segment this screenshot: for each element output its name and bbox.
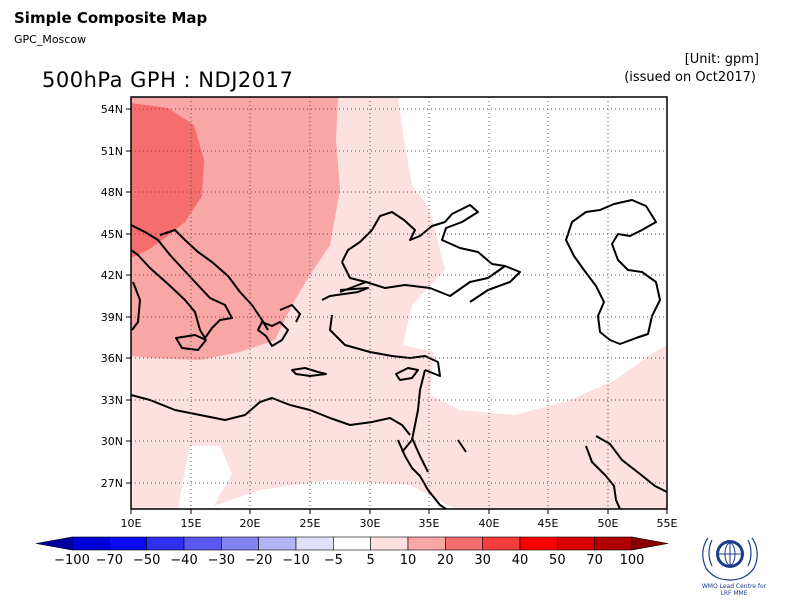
colorbar-label: 5 <box>367 553 375 568</box>
sardinia <box>131 281 141 331</box>
graticule <box>131 97 667 509</box>
x-tick-label: 40E <box>479 517 500 530</box>
cyprus <box>395 367 419 381</box>
colorbar-cell <box>71 536 110 551</box>
sicily <box>175 334 207 351</box>
colorbar-cell <box>146 536 185 551</box>
map-frame <box>130 96 668 510</box>
x-tick-label: 10E <box>121 517 142 530</box>
turkey-coast <box>321 287 441 377</box>
colorbar-cell <box>295 536 334 551</box>
x-tick-label: 15E <box>181 517 202 530</box>
data-source-label: GPC_Moscow <box>14 33 87 46</box>
colorbar-label: 50 <box>549 553 566 568</box>
y-tick-label: 51N <box>101 145 123 158</box>
colorbar-cell <box>557 536 595 551</box>
crete <box>291 367 327 377</box>
colorbar-cell <box>221 536 259 551</box>
greece-coast <box>257 321 289 347</box>
sinai <box>411 437 429 473</box>
colorbar-label: −10 <box>282 553 309 568</box>
logo-caption-line2: LRF MME <box>720 590 748 597</box>
wmo-logo-caption: WMO Lead Centre for LRF MME <box>688 583 780 597</box>
colorbar-cell <box>333 536 371 551</box>
coastlines <box>131 199 667 509</box>
y-tick-label: 39N <box>101 311 123 324</box>
tick-marks <box>126 108 668 514</box>
levant-coast <box>401 369 426 453</box>
colorbar-label: −20 <box>245 553 272 568</box>
x-tick-label: 45E <box>538 517 559 530</box>
colorbar-label: −30 <box>208 553 235 568</box>
x-tick-label: 25E <box>300 517 321 530</box>
persian-gulf-north <box>595 435 667 493</box>
colorbar-cell <box>370 536 409 551</box>
x-tick-label: 55E <box>657 517 678 530</box>
issued-label: (issued on Oct2017) <box>624 70 756 85</box>
colorbar <box>35 536 669 551</box>
colorbar-label: 30 <box>474 553 491 568</box>
y-tick-label: 45N <box>101 228 123 241</box>
y-tick-label: 54N <box>101 103 123 116</box>
red-sea-west <box>397 439 447 509</box>
north-africa-coast <box>131 394 411 436</box>
unit-label: [Unit: gpm] <box>684 52 759 67</box>
colorbar-label: −40 <box>170 553 197 568</box>
colorbar-label: 20 <box>437 553 454 568</box>
colorbar-label: −70 <box>96 553 123 568</box>
colorbar-label: −50 <box>133 553 160 568</box>
axis-labels: 10E 15E 20E 25E 30E 35E 40E 45E 50E 55E … <box>101 103 678 530</box>
colorbar-cell <box>407 536 446 551</box>
colorbar-cell <box>258 536 297 551</box>
logo-caption-line1: WMO Lead Centre for <box>701 583 767 590</box>
y-tick-label: 33N <box>101 394 123 407</box>
map-title: 500hPa GPH : NDJ2017 <box>42 68 294 92</box>
colorbar-cell <box>183 536 222 551</box>
band-20-to-30 <box>131 103 204 258</box>
balkan-coast <box>159 229 269 331</box>
colorbar-labels: −100 −70 −50 −40 −30 −20 −10 −5 5 10 20 30 40 50 70 100 <box>54 553 644 568</box>
x-tick-label: 50E <box>598 517 619 530</box>
y-tick-label: 42N <box>101 269 123 282</box>
colorbar-label: 40 <box>512 553 529 568</box>
colorbar-label: −5 <box>324 553 343 568</box>
y-tick-label: 27N <box>101 477 123 490</box>
colorbar-extend-low <box>35 536 73 551</box>
colorbar-label: 10 <box>400 553 417 568</box>
y-tick-label: 48N <box>101 186 123 199</box>
turkey-north-coast <box>339 265 521 303</box>
black-sea-north-coast <box>341 204 506 267</box>
italy-coast <box>131 224 233 339</box>
x-tick-label: 20E <box>240 517 261 530</box>
y-tick-label: 30N <box>101 435 123 448</box>
colorbar-label: 70 <box>586 553 603 568</box>
colorbar-label: 100 <box>620 553 645 568</box>
black-sea-west-coast <box>341 261 367 283</box>
x-tick-label: 30E <box>360 517 381 530</box>
colorbar-cell <box>445 536 483 551</box>
colorbar-cell <box>594 536 633 551</box>
app-title: Simple Composite Map <box>14 9 208 27</box>
caspian-sea <box>565 199 661 345</box>
y-tick-label: 36N <box>101 352 123 365</box>
gulf-of-aqaba <box>457 439 467 453</box>
colorbar-cell <box>519 536 558 551</box>
colorbar-extend-high <box>631 536 669 551</box>
persian-gulf-south <box>585 445 621 509</box>
colorbar-label: −100 <box>54 553 90 568</box>
colorbar-cell <box>482 536 521 551</box>
colorbar-cell <box>109 536 147 551</box>
x-tick-label: 35E <box>419 517 440 530</box>
wmo-logo <box>702 537 758 581</box>
aegean-coast <box>279 304 301 323</box>
